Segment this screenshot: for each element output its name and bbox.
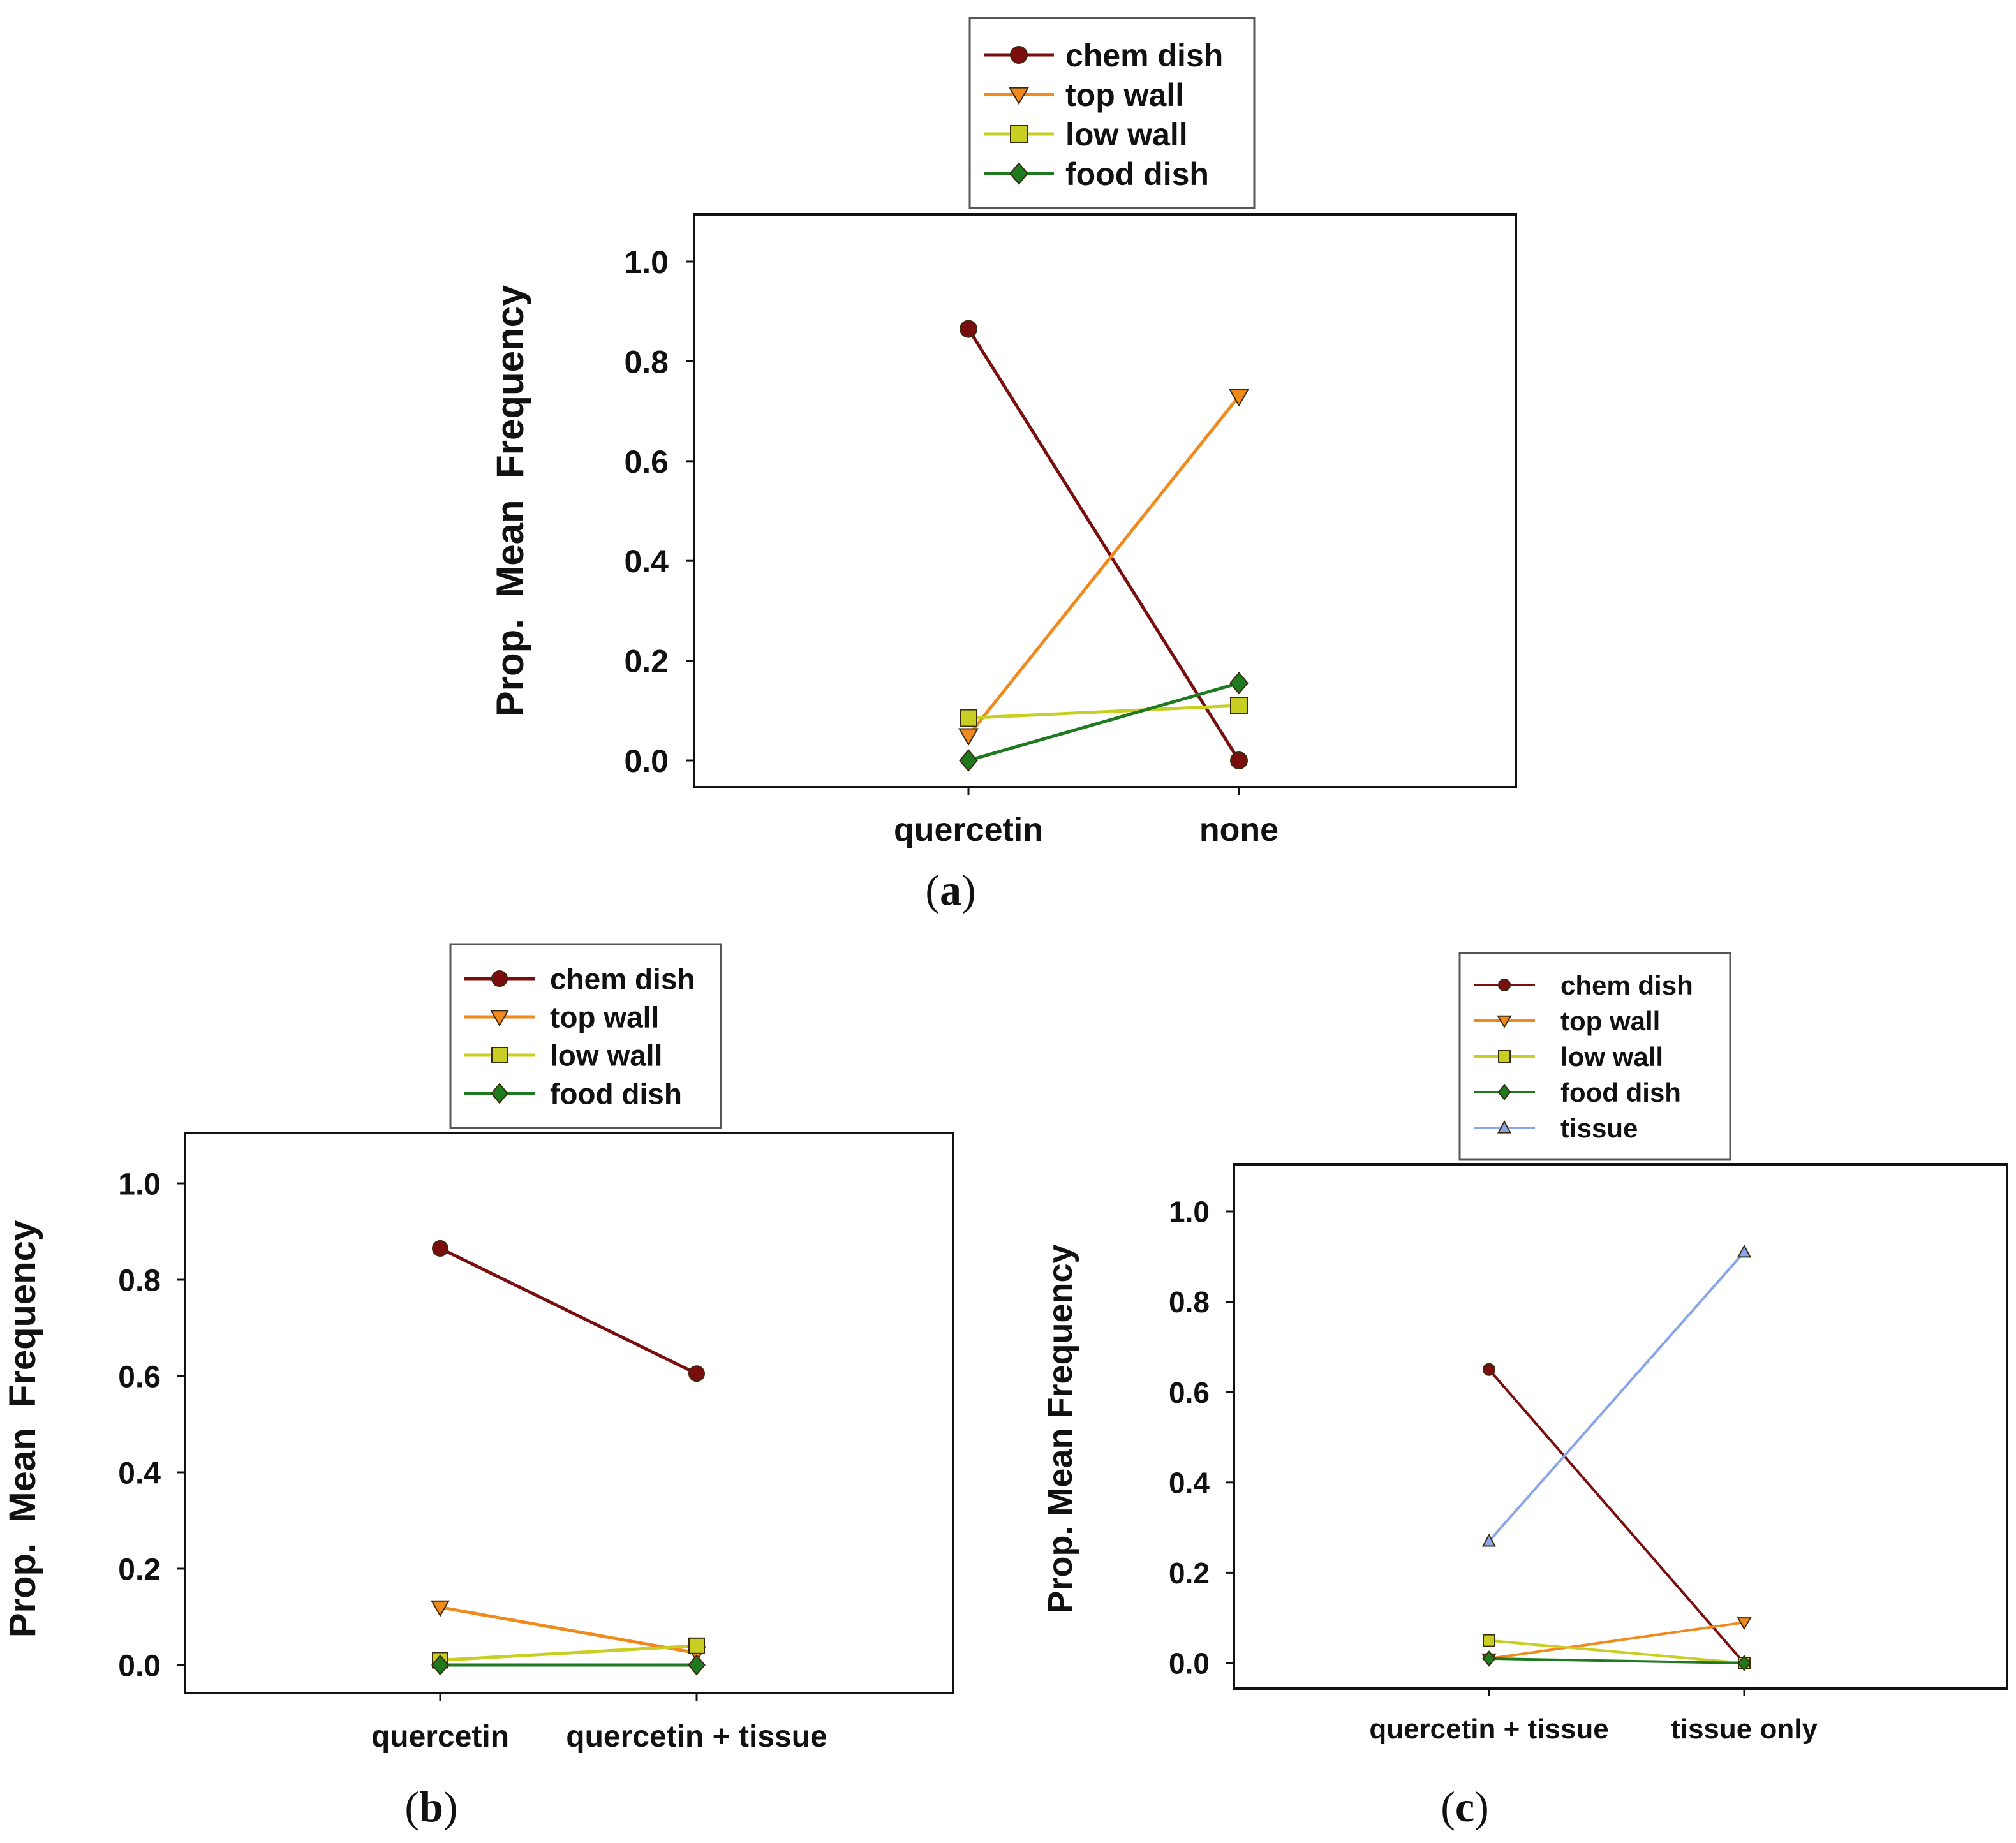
y-tick-label: 0.8	[1169, 1285, 1210, 1319]
legend-label-chem-dish: chem dish	[1065, 38, 1223, 73]
series-line-food-dish	[968, 681, 1240, 762]
legend-label-low-wall: low wall	[550, 1039, 662, 1072]
series-line-chem-dish	[967, 328, 1241, 762]
legend-marker-tissue	[1497, 1120, 1512, 1134]
legend-marker-low-wall	[1498, 1050, 1511, 1063]
data-point-food-dish	[1482, 1650, 1496, 1667]
data-point-food-dish	[688, 1654, 706, 1676]
legend-label-chem-dish: chem dish	[550, 963, 695, 996]
plot-frame	[693, 213, 1517, 788]
data-point-low-wall	[960, 709, 977, 727]
x-category-label-quercetin-tissue: quercetin + tissue	[1369, 1713, 1608, 1745]
y-tick-label: 0.8	[624, 344, 669, 380]
legend-label-food-dish: food dish	[1560, 1077, 1681, 1107]
y-tick-label: 0.8	[118, 1264, 161, 1298]
data-point-food-dish	[1229, 671, 1249, 695]
y-tick-label: 0.4	[624, 544, 669, 579]
data-point-tissue	[1481, 1533, 1497, 1547]
y-tick-label: 1.0	[1169, 1195, 1210, 1229]
legend: chem dish top wall low wall food dish	[968, 17, 1256, 209]
series-line-chem-dish	[1488, 1368, 1745, 1664]
chart-panel-a: 0.0 0.2 0.4 0.6 0.8 1.0 quercetin none Prop. Mea…	[489, 17, 1517, 914]
chart-panel-c: 0.0 0.2 0.4 0.6 0.8 1.0 quercetin + tissue tiss…	[1041, 952, 2008, 1831]
data-point-chem-dish	[1483, 1363, 1495, 1376]
y-tick-label: 0.4	[118, 1456, 161, 1490]
legend-marker-low-wall	[1010, 125, 1028, 143]
data-point-low-wall	[1483, 1634, 1495, 1647]
legend-label-low-wall: low wall	[1065, 117, 1188, 152]
legend-label-tissue: tissue	[1560, 1113, 1638, 1143]
legend-marker-low-wall	[491, 1047, 508, 1063]
data-point-food-dish	[431, 1654, 449, 1676]
series-line-low-wall	[440, 1644, 697, 1662]
y-tick-label: 1.0	[624, 244, 669, 280]
legend: chem dish top wall low wall food dish	[449, 943, 722, 1129]
series-line-top-wall	[1488, 1621, 1745, 1660]
series-line-tissue	[1488, 1251, 1745, 1543]
data-point-food-dish	[959, 749, 978, 772]
legend-marker-top-wall	[490, 1010, 509, 1027]
panel-label-c: (c)	[1441, 1782, 1489, 1831]
y-tick-label: 0.0	[1169, 1647, 1210, 1680]
series-line-top-wall	[440, 1605, 697, 1655]
data-point-chem-dish	[432, 1240, 448, 1257]
legend-label-top-wall: top wall	[1065, 77, 1184, 113]
legend-label-food-dish: food dish	[550, 1077, 682, 1111]
chart-panel-b: 0.0 0.2 0.4 0.6 0.8 1.0 quercetin quercetin + t…	[2, 943, 954, 1831]
y-tick-label: 0.2	[624, 644, 669, 679]
legend-marker-chem-dish	[1010, 46, 1028, 64]
legend-marker-top-wall	[1497, 1015, 1512, 1028]
legend-marker-chem-dish	[1498, 979, 1511, 991]
legend-label-low-wall: low wall	[1560, 1042, 1663, 1072]
y-tick-label: 0.0	[624, 743, 669, 779]
legend-marker-food-dish	[491, 1083, 508, 1104]
y-tick-label: 1.0	[118, 1167, 161, 1201]
series-line-low-wall	[1488, 1639, 1745, 1664]
legend-marker-food-dish	[1009, 162, 1028, 185]
series-line-food-dish	[1488, 1657, 1745, 1664]
y-tick-label: 0.4	[1169, 1466, 1210, 1499]
legend-marker-top-wall	[1008, 87, 1030, 105]
panel-label-a: (a)	[925, 866, 975, 914]
y-tick-label: 0.0	[118, 1649, 161, 1683]
data-point-chem-dish	[960, 320, 977, 338]
data-point-top-wall	[1228, 389, 1250, 407]
x-category-label-tissue-only: tissue only	[1671, 1713, 1818, 1745]
x-category-label-quercetin-tissue: quercetin + tissue	[566, 1720, 827, 1754]
y-tick-label: 0.6	[624, 444, 669, 480]
panel-label-b: (b)	[404, 1782, 457, 1831]
legend: chem dish top wall low wall food dish tissue	[1458, 952, 1731, 1161]
series-line-low-wall	[968, 704, 1240, 720]
data-point-low-wall	[688, 1637, 705, 1654]
data-point-top-wall	[431, 1600, 450, 1617]
y-axis-label: Prop. Mean Frequency	[2, 1220, 43, 1638]
legend-label-chem-dish: chem dish	[1560, 970, 1693, 1000]
legend-label-top-wall: top wall	[550, 1001, 659, 1034]
x-category-label-quercetin: quercetin	[371, 1720, 509, 1754]
legend-label-food-dish: food dish	[1065, 156, 1209, 192]
data-point-chem-dish	[688, 1365, 705, 1382]
y-tick-label: 0.2	[1169, 1557, 1210, 1590]
y-tick-label: 0.6	[118, 1360, 161, 1394]
y-tick-label: 0.2	[118, 1553, 161, 1587]
legend-marker-chem-dish	[491, 970, 508, 987]
series-line-chem-dish	[439, 1247, 698, 1375]
data-point-low-wall	[1230, 696, 1248, 714]
y-axis-label: Prop. Mean Frequency	[489, 285, 531, 716]
plot-frame	[184, 1132, 954, 1694]
data-point-top-wall	[1737, 1617, 1752, 1631]
data-point-food-dish	[1737, 1655, 1751, 1671]
data-point-top-wall	[958, 728, 979, 746]
x-category-label-quercetin: quercetin	[894, 811, 1043, 848]
legend-marker-food-dish	[1497, 1084, 1511, 1100]
series-line-top-wall	[967, 395, 1240, 737]
plot-frame	[1233, 1163, 2008, 1690]
data-point-tissue	[1737, 1244, 1752, 1258]
legend-label-top-wall: top wall	[1560, 1006, 1660, 1036]
y-tick-label: 0.6	[1169, 1376, 1210, 1409]
x-category-label-none: none	[1199, 811, 1279, 848]
data-point-chem-dish	[1230, 751, 1248, 769]
y-axis-label: Prop. Mean Frequency	[1041, 1244, 1079, 1613]
